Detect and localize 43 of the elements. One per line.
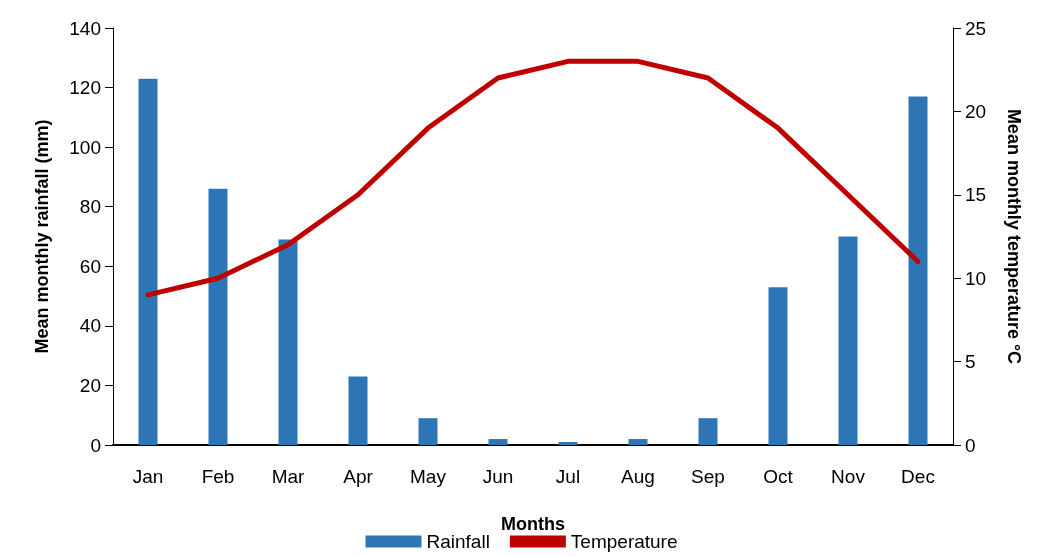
y-tick-label: 40 (79, 315, 101, 337)
x-tick-label: Dec (901, 466, 935, 487)
x-tick-label: Sep (691, 466, 725, 487)
legend-label: Rainfall (426, 531, 490, 552)
x-tick-label: Mar (271, 466, 306, 487)
x-tick-label: Feb (201, 466, 235, 487)
x-tick-label: May (410, 466, 447, 487)
y2-tick-label: 0 (965, 434, 976, 456)
y-axis-title: Mean monthly rainfall (mm) (32, 119, 52, 354)
x-tick-label: Nov (831, 466, 866, 487)
y-tick-label: 0 (90, 434, 101, 456)
y2-tick-label: 20 (965, 100, 987, 122)
y2-tick-label: 25 (965, 17, 987, 39)
y-tick-label: 60 (79, 255, 101, 277)
bar (908, 96, 928, 445)
y2-tick-label: 10 (965, 267, 987, 289)
y-tick-label: 100 (69, 136, 101, 158)
bar (348, 376, 368, 445)
x-tick-label: Jul (555, 466, 581, 487)
y-tick-label: 80 (79, 196, 101, 218)
y-tick-label: 140 (69, 17, 101, 39)
bar (698, 418, 718, 445)
bar (418, 418, 438, 445)
bar (558, 442, 578, 445)
y-tick-label: 120 (69, 77, 101, 99)
x-tick-label: Apr (343, 466, 374, 487)
x-tick-label: Jan (132, 466, 164, 487)
bar (138, 78, 158, 445)
bar (488, 439, 508, 445)
legend-label: Temperature (570, 531, 678, 552)
x-axis-title: Months (501, 514, 565, 534)
y2-axis-title: Mean monthly temperature °C (1004, 108, 1024, 365)
bar (278, 239, 298, 445)
x-tick-label: Aug (621, 466, 655, 487)
bar (208, 188, 228, 445)
y2-tick-label: 15 (965, 184, 987, 206)
x-tick-label: Oct (763, 466, 794, 487)
bar (768, 287, 788, 445)
bar (838, 236, 858, 445)
bar (628, 439, 648, 445)
y-tick-label: 20 (79, 374, 101, 396)
y2-tick-label: 5 (965, 351, 976, 373)
x-tick-label: Jun (482, 466, 514, 487)
